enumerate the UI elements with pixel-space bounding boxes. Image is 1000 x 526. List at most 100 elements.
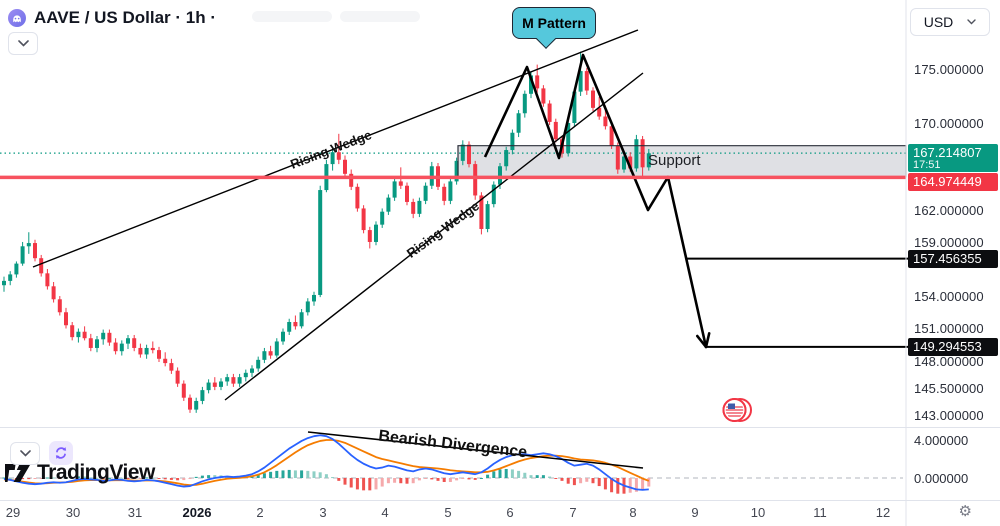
candle-body (442, 186, 447, 201)
time-axis-settings-gear-icon[interactable]: ⚙ (958, 503, 972, 520)
candle-body (355, 186, 360, 209)
macd-histogram-bar (504, 468, 508, 478)
m-pattern-callout[interactable]: M Pattern (512, 7, 596, 49)
time-axis-label: 30 (65, 505, 81, 520)
candle-body (76, 331, 81, 338)
macd-histogram-bar (306, 470, 310, 478)
candle-body (101, 332, 106, 340)
macd-histogram-bar (300, 470, 304, 478)
macd-histogram-bar (120, 477, 124, 479)
candle-body (392, 181, 397, 198)
price-axis-label: 175.000000 (914, 61, 984, 77)
macd-histogram-bar (436, 478, 440, 481)
refresh-button[interactable] (49, 441, 73, 465)
macd-histogram-bar (616, 478, 620, 494)
macd-histogram-bar (442, 478, 446, 482)
collapse-header-button[interactable] (8, 32, 38, 55)
candle-body (498, 166, 502, 185)
candle-body (640, 139, 645, 168)
indicator-axis-label: 4.000000 (914, 433, 969, 448)
macd-histogram-bar (107, 478, 111, 479)
macd-histogram-bar (473, 478, 477, 480)
candle-body (95, 339, 99, 348)
macd-histogram-bar (448, 478, 452, 482)
macd-histogram-bar (39, 478, 43, 479)
macd-histogram-bar (281, 470, 285, 478)
candle-body (45, 273, 50, 287)
macd-histogram-bar (424, 478, 428, 479)
candle-body (144, 347, 149, 355)
macd-histogram-bar (312, 471, 316, 478)
blurred-text-placeholder (252, 11, 332, 22)
macd-histogram-bar (362, 478, 366, 491)
macd-histogram-bar (89, 477, 93, 479)
currency-select[interactable]: USD (910, 8, 990, 36)
candle-body (225, 377, 230, 382)
macd-histogram-bar (634, 478, 638, 492)
macd-histogram-bar (510, 469, 514, 478)
current-price-badge: 167.214807 17:51 (908, 144, 998, 173)
candle-body (485, 204, 490, 229)
price-axis-label: 162.000000 (914, 202, 984, 218)
tradingview-logo-icon (5, 464, 31, 482)
candle-body (417, 200, 422, 214)
rising-wedge-upper-line[interactable] (32, 29, 639, 268)
macd-histogram-bar (479, 478, 483, 479)
candle-body (281, 331, 285, 342)
candle-body (138, 347, 143, 355)
candle-body (64, 312, 68, 326)
bar-countdown: 17:51 (913, 159, 941, 172)
current-price-value: 167.214807 (913, 145, 982, 161)
target-price-badge-1: 157.456355 (908, 249, 998, 268)
macd-histogram-bar (566, 478, 570, 484)
macd-histogram-bar (603, 478, 607, 490)
symbol-title[interactable]: AAVE / US Dollar · 1h · (34, 8, 216, 27)
rising-wedge-lower-line[interactable] (224, 72, 644, 401)
candle-body (20, 246, 25, 264)
time-axis-label: 6 (506, 505, 514, 520)
macd-histogram-bar (647, 478, 651, 487)
macd-histogram-bar (194, 476, 198, 478)
macd-histogram-bar (585, 478, 589, 482)
macd-histogram-bar (182, 478, 186, 481)
divergence-trendline[interactable] (307, 431, 644, 469)
candle-body (411, 201, 416, 214)
macd-histogram-bar (76, 476, 80, 478)
currency-value: USD (923, 14, 954, 30)
candle-body (107, 332, 112, 343)
blurred-text-placeholder (340, 11, 420, 22)
candle-body (615, 145, 620, 170)
candle-body (622, 156, 626, 170)
support-zone-fill[interactable] (458, 145, 906, 178)
m-pattern-path[interactable] (483, 53, 708, 348)
support-zone-label[interactable]: Support (648, 152, 701, 169)
candle-body (274, 341, 279, 356)
collapse-indicator-button[interactable] (10, 441, 40, 465)
price-axis-label: 143.000000 (914, 408, 984, 423)
candle-body (467, 144, 471, 165)
candle-body (566, 123, 571, 154)
macd-histogram-bar (256, 474, 260, 478)
macd-histogram-bar (331, 477, 335, 479)
macd-histogram-bar (461, 478, 465, 479)
candle-body (57, 299, 62, 313)
candle-body (374, 224, 378, 242)
candle-body (473, 164, 478, 196)
macd-histogram-bar (95, 477, 99, 479)
macd-histogram-bar (399, 478, 403, 484)
macd-histogram-bar (64, 478, 68, 479)
candle-body (349, 173, 354, 187)
candle-body (479, 195, 484, 229)
price-axis-label: 170.000000 (914, 116, 984, 131)
time-axis-label: 2 (256, 505, 264, 520)
macd-histogram-bar (355, 478, 359, 490)
macd-histogram-bar (486, 474, 490, 478)
candle-body (287, 321, 292, 332)
macd-histogram-bar (343, 478, 347, 485)
macd-histogram-bar (517, 470, 521, 478)
macd-histogram-bar (287, 469, 291, 478)
candle-body (522, 93, 527, 114)
macd-line (3, 434, 649, 491)
macd-histogram-bar (138, 478, 142, 479)
candle-body (628, 156, 633, 169)
